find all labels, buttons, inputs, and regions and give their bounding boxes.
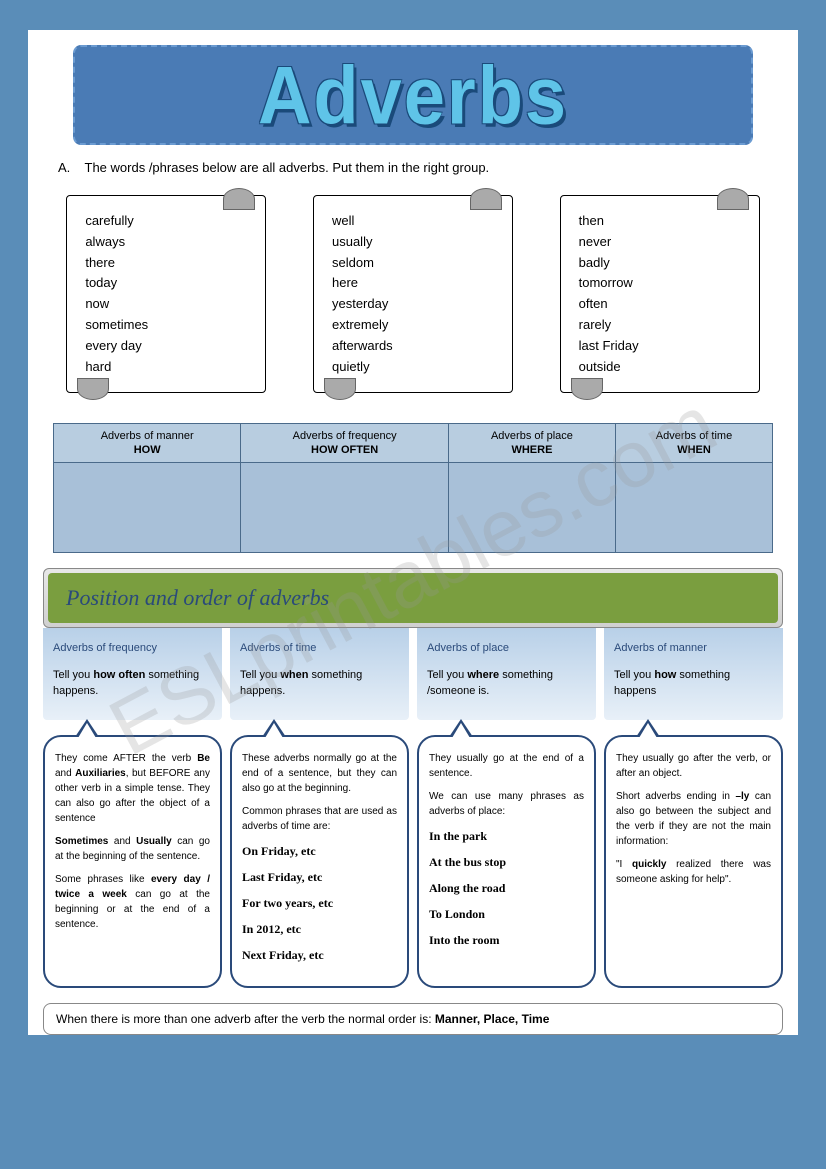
info-title: Adverbs of frequency [53, 640, 212, 657]
scrolls-row: carefully always there today now sometim… [28, 185, 798, 403]
scroll-item: afterwards [332, 336, 494, 357]
table-header: Adverbs of frequency HOW OFTEN [241, 424, 449, 463]
header-top: Adverbs of manner [101, 430, 194, 442]
table-cell[interactable] [448, 463, 615, 553]
speech-para: They usually go after the verb, or after… [616, 751, 771, 781]
speech-example: Next Friday, etc [242, 946, 397, 964]
scroll-item: yesterday [332, 294, 494, 315]
worksheet-page: Adverbs A. The words /phrases below are … [28, 30, 798, 1035]
info-desc: Tell you how something happens [614, 667, 773, 700]
scroll-item: sometimes [85, 315, 247, 336]
info-title: Adverbs of place [427, 640, 586, 657]
instruction-letter: A. [58, 160, 70, 175]
scroll-1: carefully always there today now sometim… [66, 195, 266, 393]
section-header: Position and order of adverbs [43, 568, 783, 628]
scroll-item: today [85, 273, 247, 294]
header-sub: HOW [58, 444, 236, 456]
scroll-item: here [332, 273, 494, 294]
table-cell[interactable] [54, 463, 241, 553]
scroll-item: there [85, 253, 247, 274]
info-desc: Tell you when something happens. [240, 667, 399, 700]
speech-example: Along the road [429, 879, 584, 897]
speech-example: Into the room [429, 931, 584, 949]
speech-manner: They usually go after the verb, or after… [604, 735, 783, 988]
speech-para: "I quickly realized there was someone as… [616, 857, 771, 887]
speech-para: Sometimes and Usually can go at the begi… [55, 834, 210, 864]
footer-note: When there is more than one adverb after… [43, 1003, 783, 1035]
speech-para: These adverbs normally go at the end of … [242, 751, 397, 796]
footer-bold: Manner, Place, Time [435, 1012, 550, 1026]
header-top: Adverbs of time [656, 430, 732, 442]
scroll-item: tomorrow [579, 273, 741, 294]
speech-example: At the bus stop [429, 853, 584, 871]
table-cell[interactable] [241, 463, 449, 553]
table-cell[interactable] [616, 463, 773, 553]
scroll-item: always [85, 232, 247, 253]
speech-example: In 2012, etc [242, 920, 397, 938]
speech-example: On Friday, etc [242, 842, 397, 860]
header-sub: HOW OFTEN [245, 444, 444, 456]
header-sub: WHEN [620, 444, 768, 456]
scroll-item: last Friday [579, 336, 741, 357]
scroll-item: outside [579, 357, 741, 378]
speech-para: We can use many phrases as adverbs of pl… [429, 789, 584, 819]
scroll-2: well usually seldom here yesterday extre… [313, 195, 513, 393]
scroll-item: well [332, 211, 494, 232]
speech-example: In the park [429, 827, 584, 845]
table-header: Adverbs of manner HOW [54, 424, 241, 463]
table-header: Adverbs of time WHEN [616, 424, 773, 463]
scroll-item: usually [332, 232, 494, 253]
scroll-item: badly [579, 253, 741, 274]
title-banner: Adverbs [73, 45, 753, 145]
speech-para: They usually go at the end of a sentence… [429, 751, 584, 781]
scroll-3: then never badly tomorrow often rarely l… [560, 195, 760, 393]
speech-example: Last Friday, etc [242, 868, 397, 886]
speech-para: Short adverbs ending in –ly can also go … [616, 789, 771, 849]
scroll-item: carefully [85, 211, 247, 232]
speech-example: To London [429, 905, 584, 923]
header-top: Adverbs of frequency [293, 430, 397, 442]
footer-text: When there is more than one adverb after… [56, 1012, 435, 1026]
scroll-item: hard [85, 357, 247, 378]
scroll-item: quietly [332, 357, 494, 378]
info-box-manner: Adverbs of manner Tell you how something… [604, 628, 783, 720]
table-header: Adverbs of place WHERE [448, 424, 615, 463]
speech-para: Common phrases that are used as adverbs … [242, 804, 397, 834]
speech-place: They usually go at the end of a sentence… [417, 735, 596, 988]
info-box-place: Adverbs of place Tell you where somethin… [417, 628, 596, 720]
info-box-frequency: Adverbs of frequency Tell you how often … [43, 628, 222, 720]
section-title: Position and order of adverbs [48, 573, 778, 623]
speech-example: For two years, etc [242, 894, 397, 912]
speech-frequency: They come AFTER the verb Be and Auxiliar… [43, 735, 222, 988]
instruction-text: The words /phrases below are all adverbs… [85, 160, 490, 175]
info-title: Adverbs of time [240, 640, 399, 657]
scroll-item: every day [85, 336, 247, 357]
info-box-time: Adverbs of time Tell you when something … [230, 628, 409, 720]
speech-para: Some phrases like every day / twice a we… [55, 872, 210, 932]
speech-para: They come AFTER the verb Be and Auxiliar… [55, 751, 210, 826]
info-desc: Tell you how often something happens. [53, 667, 212, 700]
info-title: Adverbs of manner [614, 640, 773, 657]
scroll-item: extremely [332, 315, 494, 336]
categories-table: Adverbs of manner HOW Adverbs of frequen… [53, 423, 773, 553]
scroll-item: now [85, 294, 247, 315]
title-text: Adverbs [258, 48, 568, 142]
info-desc: Tell you where something /someone is. [427, 667, 586, 700]
scroll-item: never [579, 232, 741, 253]
info-boxes-row: Adverbs of frequency Tell you how often … [28, 628, 798, 720]
header-top: Adverbs of place [491, 430, 573, 442]
speech-row: They come AFTER the verb Be and Auxiliar… [28, 720, 798, 998]
scroll-item: rarely [579, 315, 741, 336]
speech-time: These adverbs normally go at the end of … [230, 735, 409, 988]
scroll-item: then [579, 211, 741, 232]
header-sub: WHERE [453, 444, 611, 456]
scroll-item: seldom [332, 253, 494, 274]
scroll-item: often [579, 294, 741, 315]
